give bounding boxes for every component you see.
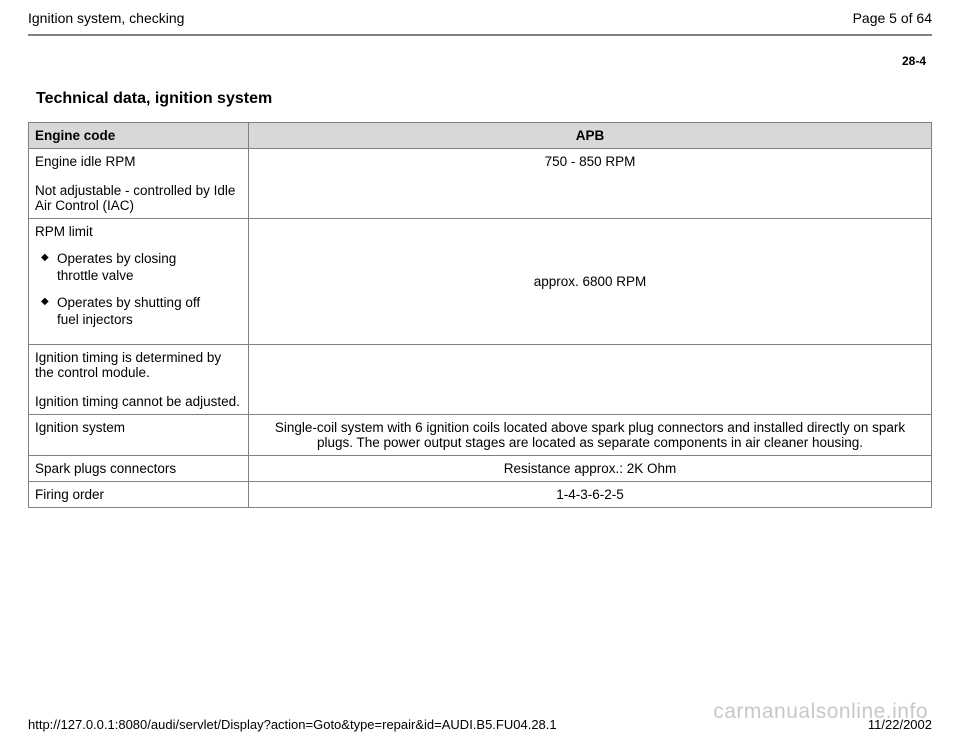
cell-label: Spark plugs connectors (29, 455, 249, 481)
footer-url: http://127.0.0.1:8080/audi/servlet/Displ… (28, 717, 557, 732)
table-row: Engine idle RPM Not adjustable - control… (29, 149, 932, 219)
section-heading: Technical data, ignition system (36, 90, 932, 108)
bullet-list: Operates by closing throttle valve Opera… (41, 251, 242, 329)
page-indicator: Page 5 of 64 (853, 10, 932, 26)
header-label: Engine code (29, 123, 249, 149)
page-header: Ignition system, checking Page 5 of 64 (0, 0, 960, 34)
section-page-number: 28-4 (0, 36, 960, 68)
tech-data-table: Engine code APB Engine idle RPM Not adju… (28, 122, 932, 508)
cell-label: RPM limit Operates by closing throttle v… (29, 219, 249, 345)
cell-label: Engine idle RPM Not adjustable - control… (29, 149, 249, 219)
timing-p1: Ignition timing is determined by the con… (35, 350, 242, 380)
page-footer: http://127.0.0.1:8080/audi/servlet/Displ… (0, 717, 960, 732)
label-main: Engine idle RPM (35, 154, 242, 169)
content-area: Technical data, ignition system Engine c… (0, 90, 960, 508)
table-row: Spark plugs connectors Resistance approx… (29, 455, 932, 481)
label-main: RPM limit (35, 224, 242, 239)
cell-label: Ignition system (29, 414, 249, 455)
cell-value: approx. 6800 RPM (249, 219, 932, 345)
cell-value: Resistance approx.: 2K Ohm (249, 455, 932, 481)
table-row: Firing order 1-4-3-6-2-5 (29, 481, 932, 507)
table-row: RPM limit Operates by closing throttle v… (29, 219, 932, 345)
doc-title: Ignition system, checking (28, 10, 184, 26)
list-item: Operates by shutting off fuel injectors (41, 295, 221, 329)
cell-label: Ignition timing is determined by the con… (29, 344, 249, 414)
footer-date: 11/22/2002 (868, 717, 932, 732)
table-header-row: Engine code APB (29, 123, 932, 149)
timing-p2: Ignition timing cannot be adjusted. (35, 394, 242, 409)
table-row: Ignition system Single-coil system with … (29, 414, 932, 455)
table-row: Ignition timing is determined by the con… (29, 344, 932, 414)
cell-value: 1-4-3-6-2-5 (249, 481, 932, 507)
cell-value: Single-coil system with 6 ignition coils… (249, 414, 932, 455)
cell-value: 750 - 850 RPM (249, 149, 932, 219)
label-note: Not adjustable - controlled by Idle Air … (35, 183, 242, 213)
cell-value (249, 344, 932, 414)
header-value: APB (249, 123, 932, 149)
cell-label: Firing order (29, 481, 249, 507)
list-item: Operates by closing throttle valve (41, 251, 221, 285)
